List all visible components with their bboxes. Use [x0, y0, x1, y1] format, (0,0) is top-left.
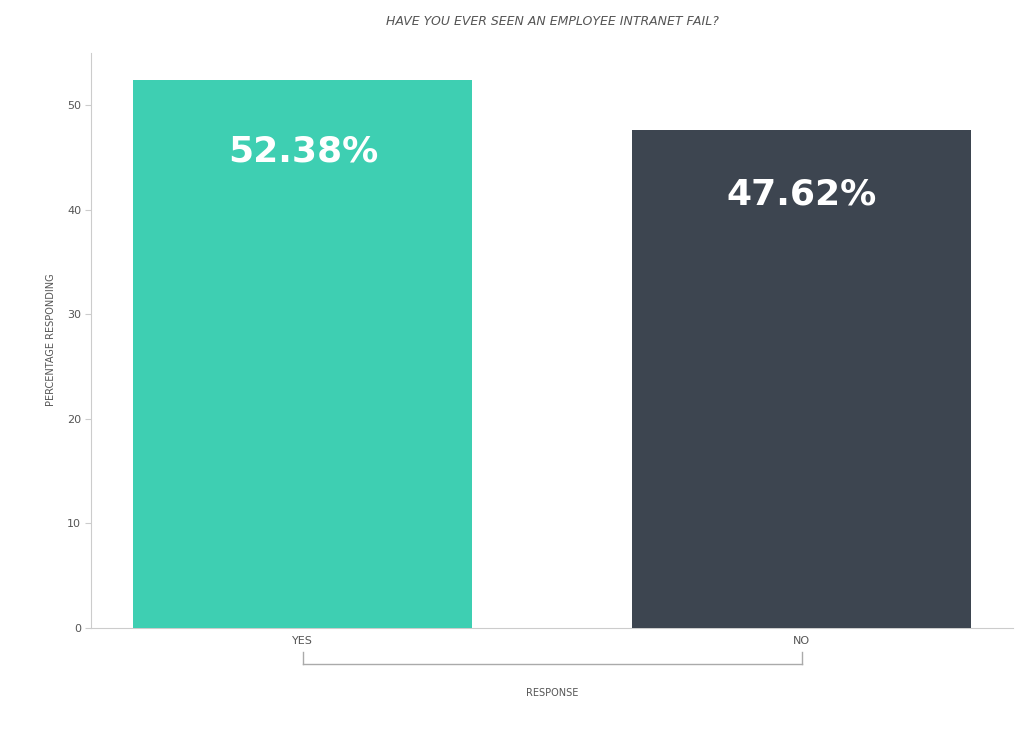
Bar	[134, 80, 473, 628]
Title: HAVE YOU EVER SEEN AN EMPLOYEE INTRANET FAIL?: HAVE YOU EVER SEEN AN EMPLOYEE INTRANET …	[386, 15, 719, 28]
Y-axis label: PERCENTAGE RESPONDING: PERCENTAGE RESPONDING	[46, 274, 56, 406]
X-axis label: RESPONSE: RESPONSE	[526, 688, 579, 698]
Text: 47.62%: 47.62%	[727, 178, 877, 212]
Bar	[632, 130, 971, 628]
Text: 52.38%: 52.38%	[228, 134, 378, 168]
